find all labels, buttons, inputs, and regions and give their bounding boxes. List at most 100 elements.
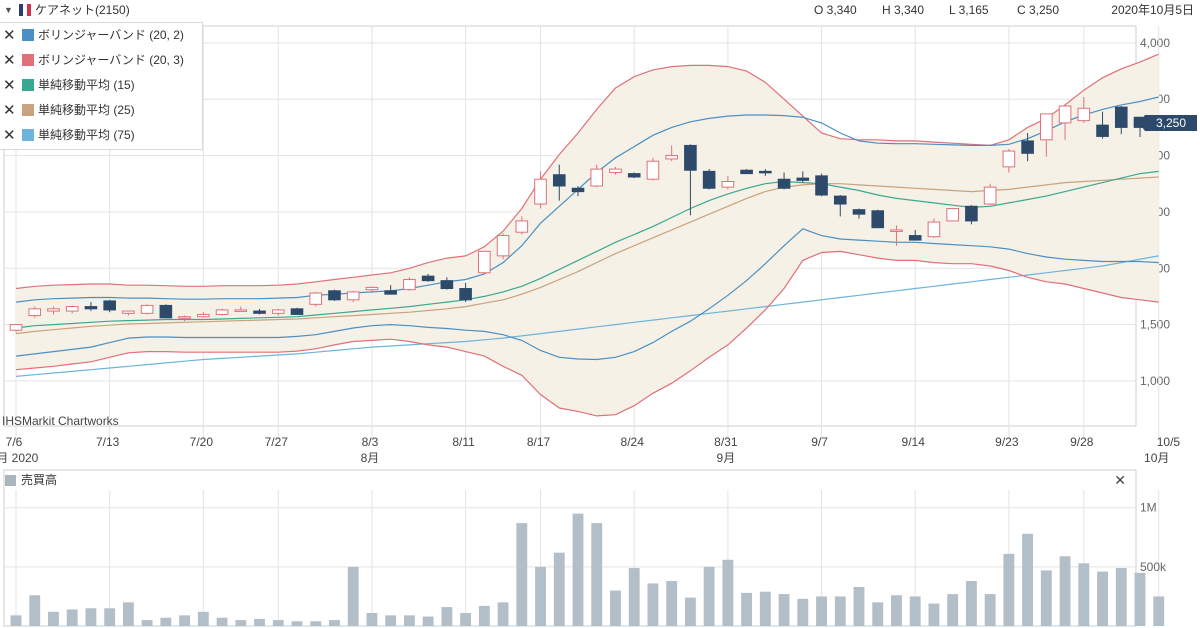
volume-bar (965, 581, 977, 626)
candle-body (983, 186, 997, 205)
volume-bar (703, 566, 715, 626)
bollinger-3-upper-line (15, 53, 1159, 290)
legend-label: ボリンジャーバンド (20, 3) (38, 53, 184, 67)
candle-body (65, 306, 79, 312)
chart-header: ▼ ケアネット(2150) O 3,340 H 3,340 L 3,165 C … (0, 0, 1200, 20)
candle-body (1114, 106, 1128, 128)
volume-bar (366, 612, 378, 626)
flag-icon (19, 4, 31, 16)
price-chart[interactable]: 1,0001,5002,0002,5003,0003,5004,0007/67/… (0, 20, 1200, 468)
candle-body (1058, 105, 1072, 124)
candle-body (927, 221, 941, 238)
volume-bar (778, 594, 790, 626)
volume-bar (535, 566, 546, 626)
volume-bar (741, 592, 753, 626)
volume-bar (29, 595, 41, 626)
candle-body (234, 309, 248, 312)
x-tick-label: 7/13 (96, 435, 120, 449)
legend-item-sma-15[interactable]: ✕ 単純移動平均 (15) (0, 73, 202, 98)
candle-body (965, 205, 978, 222)
volume-bar (1040, 570, 1052, 626)
x-tick-label: 7/27 (265, 435, 289, 449)
close-x-icon[interactable]: ✕ (3, 77, 16, 94)
candle-body (309, 292, 323, 305)
close-x-icon[interactable]: ✕ (3, 27, 16, 44)
close-value: C 3,250 (1017, 3, 1060, 17)
volume-bar (853, 586, 865, 626)
legend-swatch (22, 29, 34, 41)
volume-bar (179, 615, 191, 626)
candle-body (159, 304, 173, 319)
candle-body (515, 220, 529, 233)
candle-body (833, 195, 847, 205)
volume-bar (497, 602, 509, 626)
candle-body (215, 309, 229, 315)
x-tick-label: 7/20 (190, 435, 214, 449)
volume-bar (403, 615, 415, 626)
volume-bar (10, 615, 22, 626)
open-value: O 3,340 (814, 3, 857, 17)
volume-bar (1134, 572, 1146, 626)
volume-bar (1059, 556, 1071, 626)
candle-body (178, 316, 191, 319)
volume-bar (460, 612, 472, 626)
sma-75-line (15, 255, 1159, 377)
legend-swatch (22, 79, 34, 91)
candle-body (1021, 140, 1034, 154)
volume-bar (628, 568, 640, 626)
close-x-icon[interactable]: ✕ (3, 127, 16, 144)
candle-body (646, 160, 660, 180)
candle-body (1002, 150, 1016, 168)
bollinger-band-fill (16, 54, 1159, 416)
volume-bar (272, 620, 284, 626)
watermark: IHSMarkit Chartworks (2, 414, 119, 428)
candle-body (9, 324, 23, 331)
x-tick-label: 9/23 (995, 435, 1019, 449)
volume-bar (647, 583, 659, 626)
candle-body (403, 279, 416, 291)
candle-body (590, 168, 604, 187)
volume-panel-header: 売買高 ✕ (0, 470, 1136, 490)
close-x-icon[interactable]: ✕ (3, 102, 16, 119)
candle-body (459, 288, 472, 301)
candle-body (1096, 124, 1109, 137)
candle-body (253, 310, 266, 314)
legend-item-sma-25[interactable]: ✕ 単純移動平均 (25) (0, 98, 202, 123)
volume-bar (872, 602, 884, 626)
candle-body (871, 210, 885, 229)
candle-body (365, 286, 379, 291)
legend-item-bollinger-20-2[interactable]: ✕ ボリンジャーバンド (20, 2) (0, 23, 202, 48)
volume-bar (610, 590, 621, 626)
sma-25-line (15, 176, 1159, 335)
x-tick-label: 9/28 (1070, 435, 1094, 449)
legend-label: ボリンジャーバンド (20, 2) (38, 28, 184, 42)
volume-bar (160, 617, 172, 626)
volume-bar (684, 597, 696, 626)
legend-swatch (22, 104, 34, 116)
volume-bar (759, 591, 771, 626)
volume-bar (66, 609, 78, 626)
caret-down-icon[interactable]: ▼ (4, 5, 13, 15)
candle-body (815, 175, 828, 196)
candle-body (534, 178, 547, 205)
bollinger-2-lower-line (15, 228, 1159, 361)
volume-bar (834, 596, 846, 626)
volume-bar (254, 618, 265, 626)
candle-body (197, 313, 210, 318)
volume-bar (816, 596, 827, 626)
legend-swatch (22, 54, 34, 66)
volume-y-tick-label: 1M (1140, 501, 1157, 515)
close-x-icon[interactable]: ✕ (1114, 472, 1126, 488)
volume-bar (947, 594, 959, 626)
x-tick-label: 8/24 (621, 435, 645, 449)
candle-body (571, 187, 585, 193)
legend-item-sma-75[interactable]: ✕ 単純移動平均 (75) (0, 123, 202, 148)
x-tick-label: 8/3 (362, 435, 379, 449)
ticker-name[interactable]: ケアネット(2150) (35, 3, 130, 17)
volume-bar (1022, 533, 1034, 626)
candle-body (103, 300, 116, 311)
close-x-icon[interactable]: ✕ (3, 52, 16, 69)
legend-item-bollinger-20-3[interactable]: ✕ ボリンジャーバンド (20, 3) (0, 48, 202, 73)
candle-body (759, 170, 772, 174)
volume-chart[interactable]: 500k 1M (0, 468, 1200, 628)
